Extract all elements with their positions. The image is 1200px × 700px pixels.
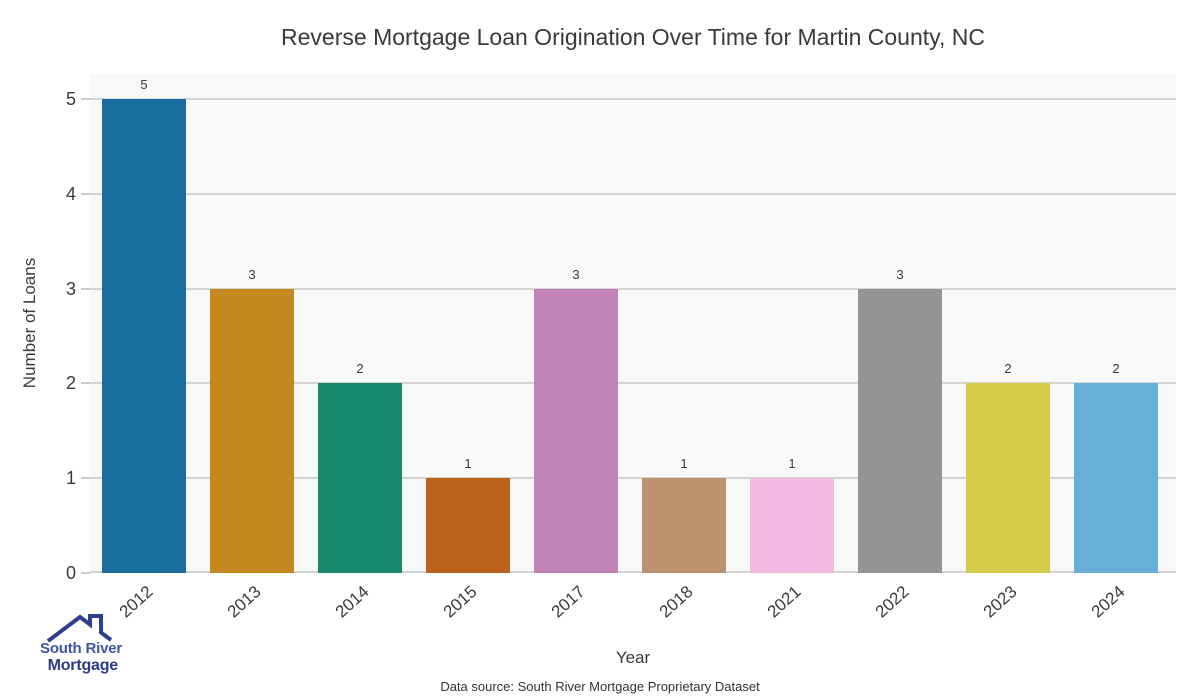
gridline (90, 382, 1176, 385)
x-tick-label: 2015 (439, 582, 481, 622)
roof-path (46, 614, 113, 643)
bar-value-label: 3 (896, 266, 904, 282)
bar (750, 478, 834, 573)
y-tick-mark (81, 572, 90, 574)
gridline (90, 98, 1176, 100)
gridline (90, 477, 1176, 480)
data-source-note: Data source: South River Mortgage Propri… (440, 679, 760, 694)
y-tick-label: 2 (65, 373, 76, 394)
bar-value-label: 1 (464, 456, 472, 472)
x-axis-title: Year (615, 648, 651, 667)
y-tick-label: 4 (65, 183, 76, 204)
logo-line2: Mortgage (47, 657, 119, 674)
plot-area: 5 3 2 1 3 1 1 3 2 2 (90, 74, 1176, 573)
y-tick-mark (81, 287, 90, 290)
y-tick-label: 0 (65, 563, 76, 583)
logo: South River Mortgage (18, 612, 122, 682)
y-tick-label: 1 (65, 468, 76, 489)
bar (534, 288, 618, 573)
x-tick-label: 2022 (871, 582, 913, 622)
bar-value-label: 1 (788, 456, 796, 472)
bar-value-label: 3 (572, 266, 580, 282)
bar (426, 478, 510, 573)
y-tick-mark (81, 98, 90, 100)
bar (858, 288, 942, 573)
bar-value-label: 3 (248, 266, 256, 282)
y-tick-label: 3 (65, 278, 76, 299)
x-tick-label: 2021 (763, 582, 805, 622)
bar (642, 478, 726, 573)
x-tick-label: 2018 (655, 582, 697, 622)
bar-value-label: 2 (356, 361, 364, 377)
bar-value-label: 2 (1004, 361, 1012, 377)
chart-title: Reverse Mortgage Loan Origination Over T… (281, 24, 985, 50)
x-tick-label: 2023 (979, 582, 1021, 622)
bar (1074, 383, 1158, 573)
bar-value-label: 5 (140, 77, 148, 92)
logo-line1: South River (40, 640, 122, 657)
y-tick-mark (81, 477, 90, 480)
bar (210, 288, 294, 573)
gridline (90, 287, 1176, 290)
x-axis-baseline (90, 571, 1176, 573)
bar-value-label: 2 (1112, 361, 1120, 377)
bar (318, 383, 402, 573)
y-tick-mark (81, 192, 90, 195)
bar-value-label: 1 (680, 456, 688, 472)
y-tick-label: 5 (65, 89, 76, 109)
gridline (90, 192, 1176, 195)
x-tick-label: 2014 (331, 582, 373, 622)
y-tick-mark (81, 382, 90, 385)
bar (966, 383, 1050, 573)
house-roof-icon (46, 614, 113, 643)
bar (102, 99, 186, 573)
x-tick-label: 2017 (547, 582, 589, 622)
x-tick-label: 2013 (223, 582, 265, 622)
x-tick-label: 2024 (1087, 582, 1129, 622)
